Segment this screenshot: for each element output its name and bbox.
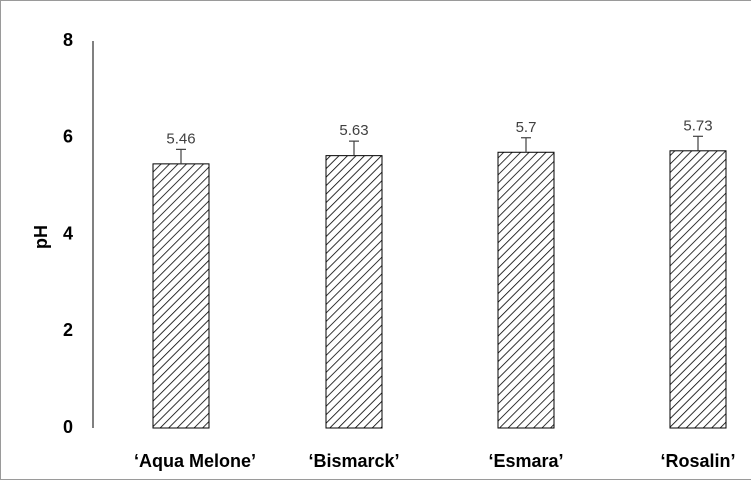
y-axis-title: pH: [31, 225, 51, 249]
error-bar: [693, 135, 703, 151]
category-label: ‘Esmara’: [488, 451, 563, 471]
error-bar: [176, 148, 186, 164]
bar: [152, 163, 210, 429]
y-tick-label: 4: [63, 223, 73, 243]
data-label: 5.63: [339, 122, 368, 139]
bars-layer: [152, 135, 727, 429]
y-tick-label: 0: [63, 417, 73, 437]
bar: [497, 151, 555, 429]
data-label: 5.7: [516, 119, 537, 136]
category-label: ‘Aqua Melone’: [134, 451, 256, 471]
labels-layer: 0 2 4 6 8 5.46 ‘Aqua Melone’ 5.63 ‘Bismarck’ 5.7 ‘…: [63, 30, 736, 471]
category-label: ‘Bismarck’: [308, 451, 399, 471]
data-label: 5.73: [683, 117, 712, 134]
y-tick-label: 8: [63, 30, 73, 50]
y-tick-label: 2: [63, 320, 73, 340]
bar: [669, 150, 727, 429]
bar: [325, 155, 383, 429]
error-bar: [521, 137, 531, 153]
error-bar: [349, 140, 359, 156]
data-label: 5.46: [166, 130, 195, 147]
y-tick-label: 6: [63, 127, 73, 147]
category-label: ‘Rosalin’: [660, 451, 735, 471]
